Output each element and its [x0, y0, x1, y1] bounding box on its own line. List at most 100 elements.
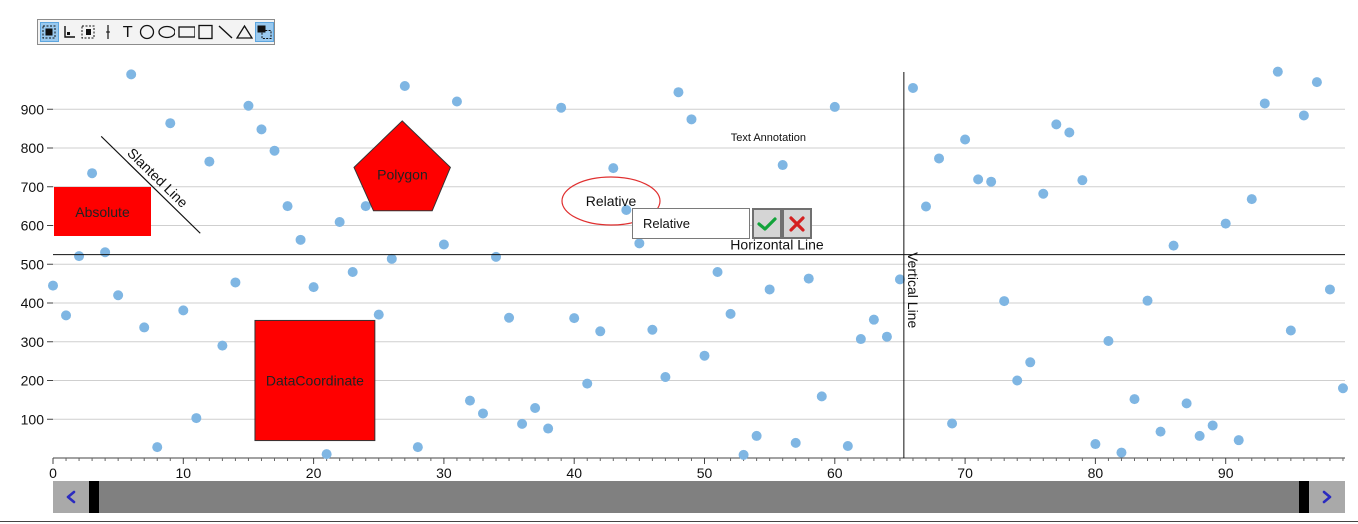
data-point: [87, 168, 98, 179]
data-point: [751, 430, 762, 441]
data-point: [1168, 240, 1179, 251]
data-point: [973, 174, 984, 185]
y-tick-label: 800: [21, 140, 45, 156]
data-point: [725, 308, 736, 319]
data-point: [1246, 194, 1257, 205]
y-tick-label: 600: [21, 218, 45, 234]
axes: 100 200 300 400 500 600 700 800 900 0 10 20 30 40 50 60…: [21, 101, 1345, 481]
data-point: [1207, 420, 1218, 431]
axis-tool-icon: [64, 26, 75, 38]
x-tick-label: 50: [697, 465, 713, 481]
data-point: [269, 145, 280, 156]
data-point: [126, 69, 137, 80]
data-point: [399, 81, 410, 91]
square-tool-button[interactable]: [197, 22, 216, 42]
data-point: [451, 96, 462, 107]
data-point: [894, 274, 905, 285]
text-annotation: Text Annotation: [731, 132, 806, 144]
data-point: [621, 205, 632, 215]
data-point: [48, 280, 58, 291]
y-tick-label: 200: [21, 373, 45, 389]
scroll-right-button[interactable]: [1309, 481, 1345, 513]
layers-tool-button[interactable]: [255, 22, 274, 42]
data-point: [881, 331, 892, 342]
triangle-tool-button[interactable]: [236, 22, 255, 42]
scrollbar-thumb-left-handle[interactable]: [89, 481, 99, 513]
circle-tool-icon: [139, 24, 154, 40]
marquee-tool-icon: [81, 25, 95, 39]
data-point: [647, 324, 658, 335]
text-tool-button[interactable]: T: [119, 22, 138, 42]
annotation-text-input[interactable]: [632, 208, 750, 239]
square-tool-icon: [198, 24, 213, 40]
data-points: [48, 66, 1348, 460]
data-point: [543, 423, 554, 434]
data-point: [152, 442, 163, 453]
data-point: [1025, 357, 1036, 368]
data-point: [868, 314, 879, 325]
polygon-annotation: [353, 120, 451, 212]
data-point: [191, 413, 202, 424]
data-point: [1272, 66, 1283, 77]
horizontal-line-label: Horizontal Line: [730, 237, 824, 253]
data-point: [634, 238, 645, 249]
x-tick-label: 80: [1088, 465, 1104, 481]
x-tick-label: 90: [1218, 465, 1234, 481]
rectangle-tool-button[interactable]: [177, 22, 196, 42]
data-point: [1077, 175, 1088, 186]
absolute-annotation-label: Absolute: [75, 204, 130, 220]
x-tick-label: 10: [176, 465, 192, 481]
data-point: [1155, 426, 1166, 437]
data-point: [829, 101, 840, 112]
data-point: [803, 273, 814, 284]
data-point: [243, 100, 254, 111]
window-bottom-border: [0, 521, 1358, 522]
data-coordinate-rect-annotation: [254, 319, 376, 442]
data-point: [907, 82, 918, 93]
confirm-button[interactable]: [752, 208, 782, 239]
vertical-line-tool-button[interactable]: [99, 22, 118, 42]
grid-lines: [53, 108, 1345, 420]
select-tool-button[interactable]: [40, 22, 59, 42]
data-point: [1116, 447, 1127, 458]
data-point: [1064, 127, 1075, 138]
data-point: [347, 267, 358, 277]
data-point: [569, 313, 580, 324]
data-point: [673, 87, 684, 98]
data-point: [517, 418, 528, 429]
ellipse-tool-button[interactable]: [158, 22, 177, 42]
marquee-tool-button[interactable]: [80, 22, 99, 42]
circle-tool-button[interactable]: [138, 22, 157, 42]
data-point: [256, 124, 267, 135]
data-point: [412, 442, 423, 453]
data-point: [699, 350, 710, 361]
data-point: [1285, 325, 1296, 336]
data-point: [921, 201, 932, 212]
data-point: [165, 118, 176, 129]
data-point: [1090, 439, 1101, 450]
ellipse-tool-icon: [158, 25, 176, 39]
data-point: [1051, 119, 1062, 130]
x-tick-label: 30: [436, 465, 452, 481]
rectangle-tool-icon: [178, 26, 195, 38]
cancel-button[interactable]: [782, 208, 812, 239]
data-coordinate-annotation-label: DataCoordinate: [266, 373, 364, 389]
axis-tool-button[interactable]: [60, 22, 79, 42]
data-point: [764, 284, 775, 295]
data-point: [491, 251, 502, 262]
annotation-toolbar: T: [37, 19, 275, 45]
slanted-line-annotation: [100, 135, 201, 234]
line-tool-button[interactable]: [216, 22, 235, 42]
data-point: [1259, 98, 1270, 109]
close-icon: [789, 215, 805, 232]
data-point: [1324, 284, 1335, 295]
data-point: [738, 449, 749, 460]
data-point: [178, 305, 189, 316]
data-point: [530, 403, 541, 414]
scroll-left-button[interactable]: [53, 481, 89, 513]
data-point: [1311, 77, 1322, 88]
horizontal-scrollbar[interactable]: [53, 481, 1345, 513]
data-point: [1181, 398, 1192, 409]
data-point: [686, 114, 697, 125]
scrollbar-thumb-right-handle[interactable]: [1299, 481, 1309, 513]
